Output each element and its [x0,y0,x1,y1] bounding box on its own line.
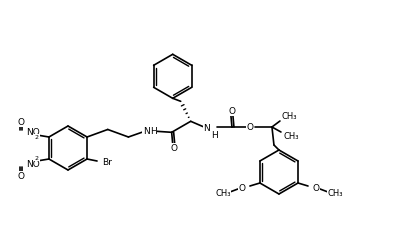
Text: O: O [18,118,25,126]
Text: O: O [228,107,235,115]
Text: N: N [142,127,149,136]
Text: CH₃: CH₃ [326,188,342,197]
Text: N: N [203,123,210,133]
Text: NO: NO [26,127,40,136]
Text: NO: NO [26,159,40,169]
Text: O: O [246,122,253,132]
Text: O: O [312,184,319,193]
Text: Br: Br [102,158,112,167]
Text: 2: 2 [35,135,39,139]
Text: O: O [18,172,25,181]
Text: CH₃: CH₃ [215,188,230,197]
Text: CH₃: CH₃ [283,132,298,140]
Text: O: O [238,184,245,193]
Text: CH₃: CH₃ [281,111,296,121]
Text: H: H [211,131,218,139]
Text: H: H [149,127,156,136]
Text: O: O [170,144,177,153]
Text: 2: 2 [35,156,39,160]
